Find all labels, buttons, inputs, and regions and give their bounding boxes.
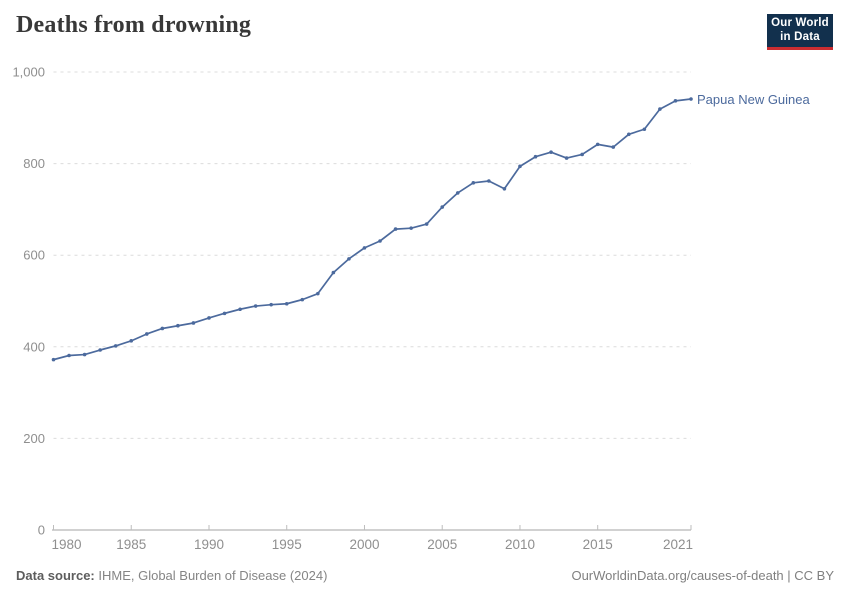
data-point <box>98 348 102 352</box>
data-point <box>440 205 445 209</box>
data-point <box>129 339 134 343</box>
owid-logo-line2: in Data <box>780 30 820 43</box>
data-point <box>207 316 211 320</box>
y-axis-tick-label: 800 <box>23 156 45 171</box>
x-axis-tick-label: 2021 <box>663 537 693 552</box>
x-axis-tick-label: 1990 <box>194 537 224 552</box>
chart-footer: Data source: IHME, Global Burden of Dise… <box>16 568 834 583</box>
y-axis-tick-label: 400 <box>23 339 45 354</box>
x-axis-tick-label: 1985 <box>116 537 146 552</box>
data-point <box>253 304 258 308</box>
data-point <box>51 357 56 362</box>
data-source: Data source: IHME, Global Burden of Dise… <box>16 568 327 583</box>
data-point <box>393 227 398 231</box>
series-line <box>52 98 692 361</box>
y-axis-tick-label: 1,000 <box>12 65 45 80</box>
data-point <box>269 302 273 307</box>
data-point <box>564 156 569 160</box>
data-point <box>533 154 538 159</box>
data-point <box>160 326 165 331</box>
data-point <box>284 301 289 306</box>
data-point <box>362 246 367 250</box>
data-point <box>471 181 476 185</box>
data-point <box>238 307 242 312</box>
x-axis-tick-label: 2010 <box>505 537 535 552</box>
data-point <box>595 142 600 147</box>
data-point <box>580 152 584 157</box>
x-axis-tick-label: 2005 <box>427 537 457 552</box>
data-point <box>67 353 71 358</box>
data-source-text: IHME, Global Burden of Disease (2024) <box>94 568 328 583</box>
data-point <box>176 323 180 328</box>
data-point <box>331 270 336 275</box>
data-point <box>113 344 118 348</box>
y-axis-tick-label: 200 <box>23 431 45 446</box>
chart-title: Deaths from drowning <box>16 12 252 38</box>
y-axis-tick-label: 0 <box>38 523 45 538</box>
data-point <box>222 311 227 316</box>
x-axis-tick-label: 2000 <box>349 537 379 552</box>
data-point <box>347 257 351 261</box>
data-point <box>658 107 662 111</box>
data-point <box>144 332 149 336</box>
data-point <box>689 97 693 101</box>
data-point <box>487 179 491 183</box>
data-point <box>502 186 507 191</box>
data-point <box>455 191 460 195</box>
x-axis-tick-label: 1980 <box>52 537 82 552</box>
data-point <box>82 352 87 357</box>
data-point <box>316 291 320 296</box>
credit-link[interactable]: OurWorldinData.org/causes-of-death | CC … <box>571 568 834 583</box>
data-point <box>549 150 553 154</box>
owid-logo-line1: Our World <box>771 17 829 29</box>
data-point <box>627 132 631 137</box>
y-axis-tick-label: 600 <box>23 248 45 263</box>
data-point <box>518 164 522 169</box>
series-label-papua-new-guinea[interactable]: Papua New Guinea <box>697 92 810 107</box>
data-source-label: Data source: <box>16 568 95 583</box>
data-point <box>673 99 678 103</box>
data-point <box>300 297 305 302</box>
x-axis-tick-label: 1995 <box>272 537 302 552</box>
x-axis-tick-label: 2015 <box>583 537 613 552</box>
data-point <box>378 239 382 243</box>
data-point <box>424 222 429 226</box>
data-point <box>642 127 647 132</box>
data-point <box>611 145 616 149</box>
data-point <box>409 226 413 230</box>
data-point <box>191 321 196 325</box>
owid-logo[interactable]: Our World in Data <box>767 14 833 50</box>
